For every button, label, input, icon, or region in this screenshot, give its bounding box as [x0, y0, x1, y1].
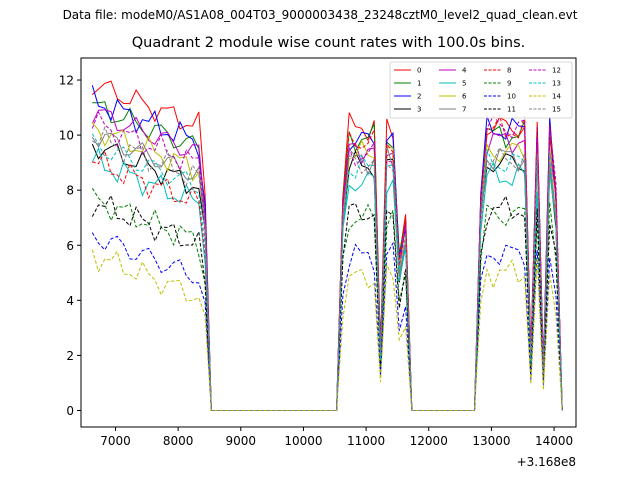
x-axis: 7000 8000 9000 10000 11000 12000 13000 14000 — [100, 427, 573, 448]
series-line-1 — [92, 101, 563, 411]
chart-title: Quadrant 2 module wise count rates with … — [131, 35, 526, 51]
x-tick-label: 13000 — [472, 434, 510, 448]
legend-label-7: 7 — [462, 106, 466, 114]
legend-label-5: 5 — [462, 80, 466, 88]
x-tick-label: 8000 — [163, 434, 194, 448]
series-line-12 — [91, 110, 563, 411]
legend-label-10: 10 — [507, 93, 516, 101]
y-tick-label: 8 — [66, 184, 74, 198]
x-tick-label: 12000 — [410, 434, 448, 448]
plot-series-group — [91, 80, 563, 411]
series-line-15 — [92, 126, 563, 411]
series-line-10 — [91, 232, 563, 411]
legend-label-8: 8 — [507, 67, 511, 75]
x-tick-label: 7000 — [100, 434, 131, 448]
x-tick-label: 9000 — [226, 434, 257, 448]
y-tick-label: 6 — [66, 239, 74, 253]
legend-label-13: 13 — [552, 80, 561, 88]
series-line-11 — [91, 194, 563, 411]
y-tick-label: 2 — [66, 349, 74, 363]
legend-label-9: 9 — [507, 80, 511, 88]
y-tick-label: 10 — [59, 129, 74, 143]
x-tick-label: 11000 — [347, 434, 385, 448]
x-tick-label: 10000 — [284, 434, 322, 448]
series-line-9 — [91, 187, 563, 411]
y-tick-label: 4 — [66, 294, 74, 308]
series-line-5 — [91, 146, 563, 411]
series-line-14 — [91, 249, 563, 411]
figure-suptitle: Data file: modeM0/AS1A08_004T03_90000034… — [62, 8, 578, 22]
series-line-13 — [91, 133, 563, 411]
x-tick-label: 14000 — [535, 434, 573, 448]
legend-label-6: 6 — [462, 93, 467, 101]
y-tick-label: 12 — [59, 74, 74, 88]
series-line-2 — [91, 85, 563, 411]
legend-label-4: 4 — [462, 67, 467, 75]
legend-label-1: 1 — [417, 80, 421, 88]
legend-label-11: 11 — [507, 106, 516, 114]
y-axis: 0 2 4 6 8 10 12 — [59, 74, 81, 418]
legend-label-0: 0 — [417, 67, 421, 75]
axes-frame — [80, 57, 577, 428]
legend-label-15: 15 — [552, 106, 561, 114]
legend-box — [389, 61, 573, 119]
x-offset-label: +3.168e8 — [517, 455, 576, 469]
legend-label-3: 3 — [417, 106, 421, 114]
legend-label-12: 12 — [552, 67, 561, 75]
y-tick-label: 0 — [66, 404, 74, 418]
legend-label-2: 2 — [417, 93, 421, 101]
series-line-4 — [91, 109, 563, 411]
legend-label-14: 14 — [552, 93, 561, 101]
